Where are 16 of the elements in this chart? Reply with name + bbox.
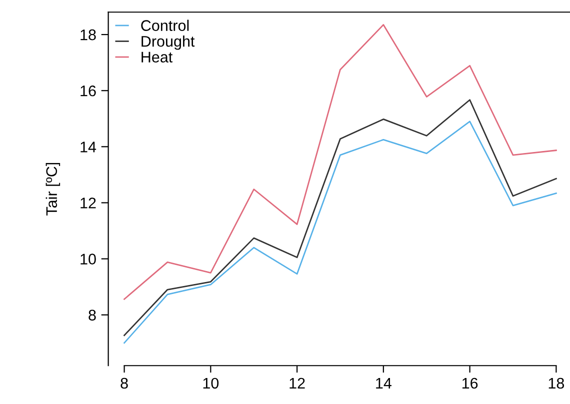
x-tick-label: 12 — [290, 378, 305, 388]
legend-label: Control — [141, 20, 189, 31]
legend-label: Heat — [142, 52, 173, 63]
x-tick-label: 16 — [462, 378, 478, 389]
y-tick-label: 12 — [80, 198, 96, 208]
y-axis-title: Tair [ºC] — [46, 162, 60, 216]
y-tick-label: 14 — [80, 142, 96, 152]
x-tick-label: 14 — [376, 378, 392, 388]
x-tick-label: 8 — [120, 378, 128, 389]
y-tick-label: 8 — [88, 310, 96, 321]
legend-label: Drought — [142, 36, 195, 50]
x-tick-label: 10 — [203, 378, 219, 389]
y-tick-label: 10 — [80, 254, 96, 264]
y-tick-label: 18 — [80, 29, 96, 40]
y-tick-label: 16 — [80, 85, 96, 96]
x-tick-label: 18 — [548, 378, 564, 389]
